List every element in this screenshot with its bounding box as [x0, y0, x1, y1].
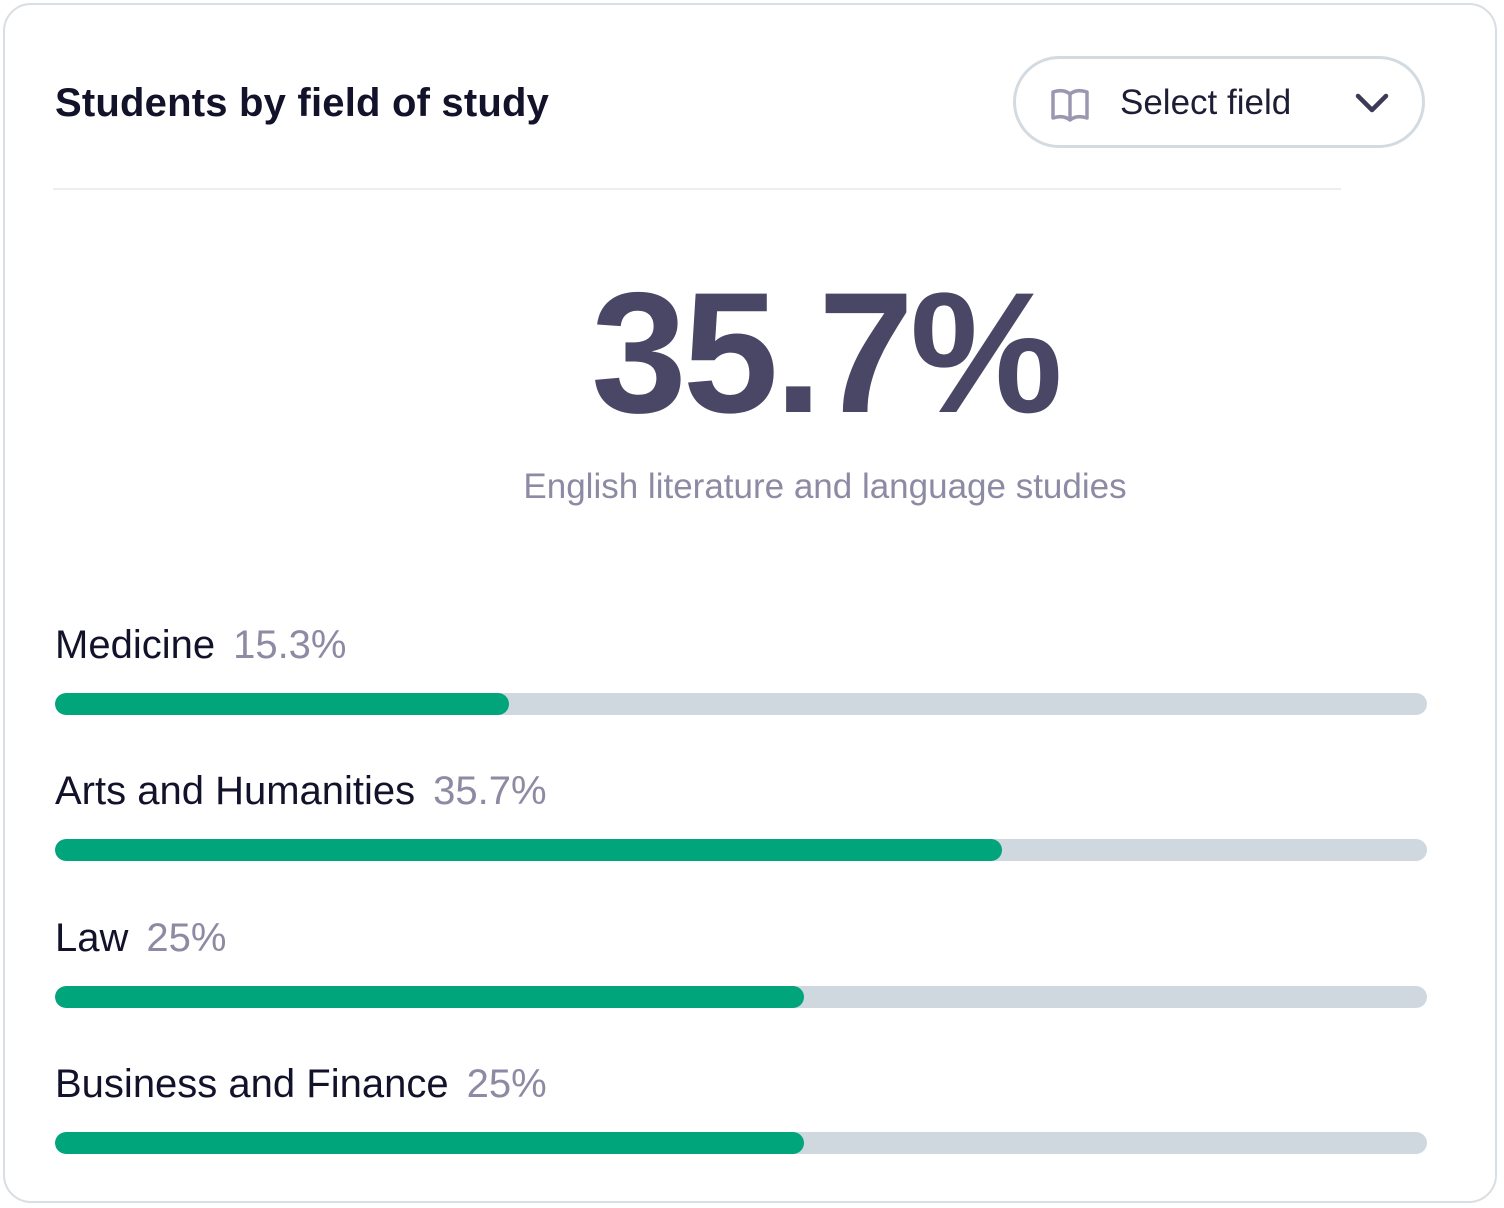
field-row-medicine: Medicine 15.3% — [55, 623, 1427, 723]
field-row-business-and-finance: Business and Finance 25% — [55, 1062, 1427, 1162]
select-field-label: Select field — [1120, 83, 1292, 122]
field-row-arts-and-humanities: Arts and Humanities 35.7% — [55, 769, 1427, 869]
book-icon — [1051, 88, 1089, 122]
chevron-down-icon — [1355, 93, 1389, 113]
field-percent: 25% — [466, 1062, 547, 1106]
progress-fill — [55, 693, 510, 715]
field-percent: 25% — [146, 916, 227, 960]
field-row-law: Law 25% — [55, 916, 1427, 1016]
field-name: Medicine — [55, 623, 216, 667]
field-percent: 35.7% — [433, 769, 547, 813]
progress-fill — [55, 1132, 805, 1154]
progress-fill — [55, 839, 1002, 861]
highlight-value: 35.7% — [591, 257, 1063, 449]
progress-track — [55, 839, 1427, 861]
card-title: Students by field of study — [55, 81, 550, 125]
highlight-caption: English literature and language studies — [523, 467, 1127, 506]
progress-track — [55, 1132, 1427, 1154]
field-name: Law — [55, 916, 129, 960]
progress-fill — [55, 986, 805, 1008]
select-field-dropdown[interactable]: Select field — [1013, 56, 1425, 148]
field-percent: 15.3% — [233, 623, 347, 667]
progress-track — [55, 986, 1427, 1008]
field-name: Arts and Humanities — [55, 769, 416, 813]
field-name: Business and Finance — [55, 1062, 449, 1106]
progress-track — [55, 693, 1427, 715]
students-by-field-card: Students by field of study Select field … — [3, 3, 1497, 1203]
header-divider — [53, 188, 1341, 190]
